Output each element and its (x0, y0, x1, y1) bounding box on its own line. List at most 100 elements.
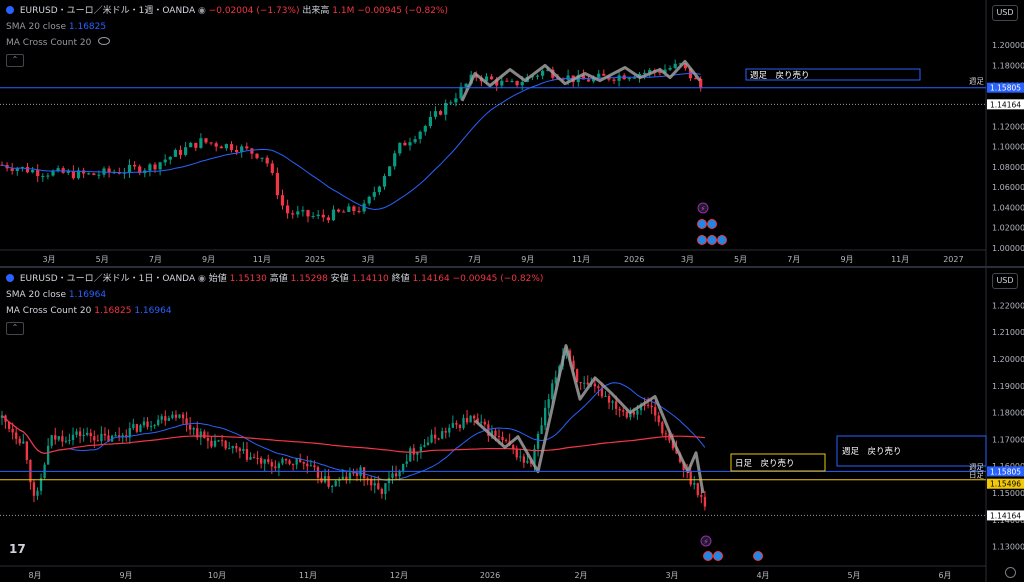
candle-body (487, 424, 490, 436)
candle-body (398, 142, 402, 154)
candle-body (15, 168, 19, 172)
candle-body (673, 63, 677, 68)
x-tick-label: 2025 (305, 255, 325, 264)
x-tick-label: 2月 (574, 571, 587, 580)
candle-body (469, 415, 472, 423)
y-tick-label: 1.18000 (992, 409, 1024, 418)
candle-body (473, 415, 476, 419)
candle-body (444, 431, 447, 433)
candle-body (495, 79, 499, 86)
candle-body (547, 399, 550, 408)
candle-body (158, 162, 162, 170)
candle-body (54, 435, 57, 440)
daily-legend-sma[interactable]: SMA 20 close 1.16964 (6, 289, 106, 302)
candle-body (128, 428, 131, 438)
candle-body (362, 467, 366, 479)
daily-symbol-title[interactable]: EURUSD・ユーロ／米ドル・1日・OANDA (19, 274, 196, 284)
candle-body (639, 404, 643, 411)
candle-body (267, 459, 270, 463)
candle-body (189, 142, 193, 148)
candle-body (31, 169, 35, 173)
daily-chart-pane[interactable]: 1.22000 1.21000 1.20000 1.19000 1.18000 1.170… (0, 268, 1024, 582)
candle-body (362, 203, 366, 212)
candle-body (658, 71, 662, 73)
candle-body (586, 79, 591, 82)
candle-body (426, 442, 430, 446)
chevron-icon[interactable]: ◉ (197, 274, 209, 284)
weekly-chart-pane[interactable]: 1.200001.180001.160001.140001.120001.100… (0, 0, 1024, 266)
candle-body (663, 69, 667, 73)
candle-body (581, 75, 585, 80)
weekly-legend-macross[interactable]: MA Cross Count 20 (6, 37, 111, 50)
price-tag-bg (987, 466, 1024, 477)
candle-body (384, 483, 387, 494)
candle-body (551, 383, 554, 400)
collapse-icon[interactable]: ⌃ (6, 54, 24, 67)
candle-body (500, 80, 504, 86)
candle-body (306, 210, 310, 217)
daily-chart-canvas[interactable]: 1.22000 1.21000 1.20000 1.19000 1.18000 1.170… (0, 268, 1024, 582)
candle-body (526, 460, 529, 463)
candle-body (632, 411, 636, 415)
weekly-chart-canvas[interactable]: 1.200001.180001.160001.140001.120001.100… (0, 0, 1024, 266)
lightning-icon: ⚡ (701, 205, 706, 213)
candle-body (418, 131, 422, 140)
candle-body (46, 175, 50, 177)
candle-body (529, 460, 533, 464)
weekly-symbol-title[interactable]: EURUSD・ユーロ／米ドル・1週・OANDA (19, 6, 196, 16)
collapse-icon[interactable]: ⌃ (6, 322, 24, 335)
symbol-logo-icon (6, 274, 14, 282)
candle-body (366, 478, 369, 480)
candle-body (240, 146, 244, 153)
pane-separator[interactable] (0, 266, 1024, 268)
candle-body (135, 424, 139, 432)
candle-body (654, 407, 657, 416)
daily-macross-label: MA Cross Count 20 (6, 306, 92, 316)
candle-body (66, 170, 70, 173)
daily-sma-value: 1.16964 (68, 290, 107, 300)
candle-body (437, 438, 440, 440)
candle-body (220, 440, 224, 442)
candle-body (39, 478, 43, 491)
daily-annotation-text: 日足 戻り売り (735, 458, 795, 469)
chevron-icon[interactable]: ◉ (197, 6, 209, 16)
candle-body (579, 382, 582, 384)
candle-body (428, 116, 432, 127)
usd-currency-button[interactable]: USD (992, 273, 1018, 289)
candle-body (306, 463, 309, 467)
y-tick-label: 1.12000 (992, 122, 1024, 131)
flag-icon (703, 551, 713, 561)
candle-body (451, 423, 454, 428)
x-tick-label: 4月 (756, 571, 769, 580)
x-tick-label: 9月 (119, 571, 132, 580)
candle-body (497, 435, 501, 437)
candle-body (61, 436, 64, 442)
candle-body (142, 421, 146, 426)
candle-body (504, 440, 508, 442)
candle-body (146, 421, 149, 427)
candle-body (301, 210, 305, 212)
candle-body (252, 457, 256, 459)
price-tag-value: 1.15805 (990, 467, 1021, 476)
x-tick-label: 7月 (149, 255, 162, 264)
usd-currency-button[interactable]: USD (992, 5, 1018, 21)
candle-body (602, 73, 606, 76)
eye-icon[interactable] (98, 37, 111, 45)
settings-gear-icon[interactable] (1005, 567, 1016, 578)
candle-body (242, 449, 245, 451)
weekly-legend-sma[interactable]: SMA 20 close 1.16825 (6, 21, 106, 34)
candle-body (586, 382, 589, 385)
daily-legend-macross[interactable]: MA Cross Count 20 1.16825 1.16964 (6, 305, 172, 318)
candle-body (348, 472, 352, 480)
candle-body (352, 206, 356, 212)
candle-body (71, 170, 75, 179)
weekly-sma-value: 1.16825 (68, 22, 107, 32)
candle-body (265, 157, 269, 164)
price-tag-bg (987, 82, 1024, 93)
candle-body (149, 425, 153, 427)
candle-body (107, 435, 110, 442)
candle-body (520, 81, 524, 86)
candle-body (121, 435, 124, 437)
candle-body (284, 458, 288, 461)
candle-body (668, 67, 672, 70)
